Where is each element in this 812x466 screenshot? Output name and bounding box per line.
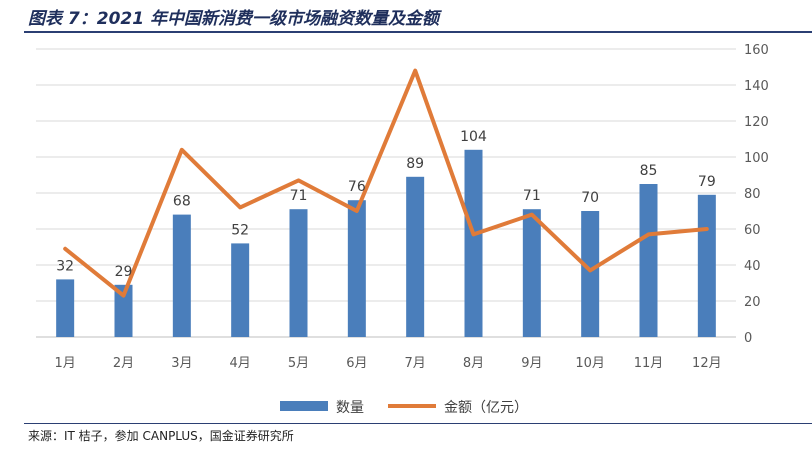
legend: 数量 金额（亿元）	[280, 400, 528, 416]
y-tick-label: 0	[744, 331, 752, 346]
line-point	[530, 213, 533, 216]
bar-4	[231, 243, 250, 337]
bar-data-label: 52	[231, 222, 249, 238]
x-tick-label: 10月	[575, 356, 605, 371]
bar-data-label: 70	[581, 190, 599, 206]
line-point	[180, 148, 183, 151]
y-tick-label: 80	[744, 187, 761, 202]
bar-8	[464, 149, 483, 337]
x-tick-label: 9月	[521, 356, 542, 371]
line-point	[355, 210, 358, 212]
x-tick-label: 2月	[113, 356, 134, 371]
y-axis-ticks: 0 20 40 60 80 100 120 140 160	[744, 43, 769, 346]
line-point	[705, 228, 708, 230]
bar-data-label: 71	[523, 188, 541, 204]
bar-12	[697, 194, 716, 337]
bar-data-label: 68	[173, 194, 191, 210]
y-tick-label: 60	[744, 223, 761, 238]
legend-label-count: 数量	[336, 400, 364, 416]
legend-label-amount: 金额（亿元）	[444, 400, 528, 416]
x-tick-label: 11月	[634, 356, 664, 371]
bar-2	[114, 284, 133, 337]
chart: 32 29 68 52 71 76 89 104 71 70 85 79 0 20 40 60 80 100 12…	[36, 43, 769, 416]
line-series	[63, 68, 709, 298]
line-point	[64, 247, 67, 250]
line-point	[647, 233, 650, 236]
x-tick-label: 6月	[346, 356, 367, 371]
bar-7	[406, 176, 425, 337]
x-tick-label: 7月	[405, 356, 426, 371]
gridlines	[36, 48, 736, 338]
bar-data-label: 104	[460, 129, 487, 145]
line-point	[414, 69, 417, 72]
y-tick-label: 20	[744, 295, 761, 310]
y-tick-label: 140	[744, 79, 769, 94]
source-note: 来源：IT 桔子，参加 CANPLUS，国金证券研究所	[28, 429, 294, 443]
bar-6	[347, 200, 366, 337]
line-point	[297, 179, 300, 182]
y-tick-label: 160	[744, 43, 769, 58]
bar-series	[56, 149, 716, 337]
x-tick-label: 5月	[288, 356, 309, 371]
bar-11	[639, 184, 658, 337]
bar-data-label: 71	[290, 188, 308, 204]
legend-swatch-count	[280, 401, 328, 411]
line-point	[122, 294, 125, 297]
y-tick-label: 100	[744, 151, 769, 166]
bar-data-label: 85	[640, 163, 658, 179]
bar-data-label: 89	[406, 156, 424, 172]
x-tick-label: 1月	[55, 356, 76, 371]
bar-3	[172, 214, 191, 337]
bar-data-label: 76	[348, 179, 366, 195]
source-rule	[24, 423, 812, 424]
x-tick-label: 4月	[230, 356, 251, 371]
data-labels: 32 29 68 52 71 76 89 104 71 70 85 79	[56, 129, 715, 280]
y-tick-label: 40	[744, 259, 761, 274]
x-tick-label: 3月	[171, 356, 192, 371]
y-tick-label: 120	[744, 115, 769, 130]
bar-5	[289, 209, 308, 337]
title-rule	[24, 31, 812, 33]
line-point	[239, 206, 242, 209]
bar-data-label: 29	[115, 264, 133, 280]
figure-title: 图表 7：2021 年中国新消费一级市场融资数量及金额	[28, 9, 439, 29]
bar-9	[522, 209, 541, 337]
bar-10	[581, 211, 600, 337]
x-tick-label: 8月	[463, 356, 484, 371]
x-axis-ticks: 1月 2月 3月 4月 5月 6月 7月 8月 9月 10月 11月 12月	[55, 356, 722, 371]
amount-line	[63, 68, 709, 298]
bar-data-label: 32	[56, 258, 74, 274]
x-tick-label: 12月	[692, 356, 722, 371]
line-point	[589, 269, 592, 272]
bar-data-label: 79	[698, 174, 716, 190]
line-point	[472, 233, 475, 236]
bar-1	[56, 279, 75, 337]
